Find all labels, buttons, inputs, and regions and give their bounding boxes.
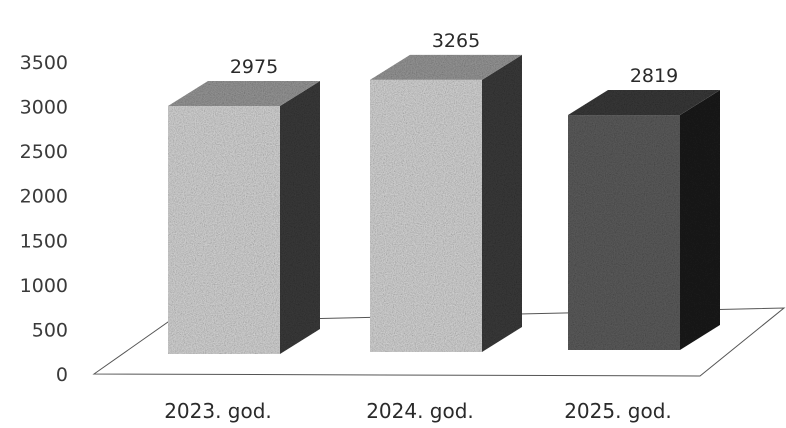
x-category-label: 2025. god. <box>564 399 672 423</box>
bar-front-face <box>370 79 482 352</box>
bar-3 <box>568 90 720 350</box>
y-tick-label: 3000 <box>20 97 68 119</box>
bar-top-face <box>370 54 522 80</box>
bar-side-face <box>680 90 720 350</box>
bar-top-face <box>568 90 720 116</box>
bar-1 <box>168 81 320 355</box>
bar-data-label: 3265 <box>432 30 480 52</box>
y-tick-label: 1500 <box>20 230 68 252</box>
bar-front-face <box>168 106 280 355</box>
y-tick-label: 2000 <box>20 186 68 208</box>
bar-front-face <box>568 115 680 350</box>
y-tick-label: 500 <box>32 319 68 341</box>
bar-data-label: 2819 <box>630 65 678 87</box>
y-tick-label: 0 <box>56 364 68 386</box>
bar-data-label: 2975 <box>230 56 278 78</box>
y-tick-label: 2500 <box>20 141 68 163</box>
bar-side-face <box>482 54 522 352</box>
chart-floor <box>92 307 786 377</box>
bar-2 <box>370 54 522 352</box>
x-category-label: 2023. god. <box>164 399 272 423</box>
bar-top-face <box>168 81 320 107</box>
x-category-label: 2024. god. <box>366 399 474 423</box>
y-tick-label: 1000 <box>20 275 68 297</box>
bar-side-face <box>280 81 320 355</box>
y-tick-label: 3500 <box>20 52 68 74</box>
